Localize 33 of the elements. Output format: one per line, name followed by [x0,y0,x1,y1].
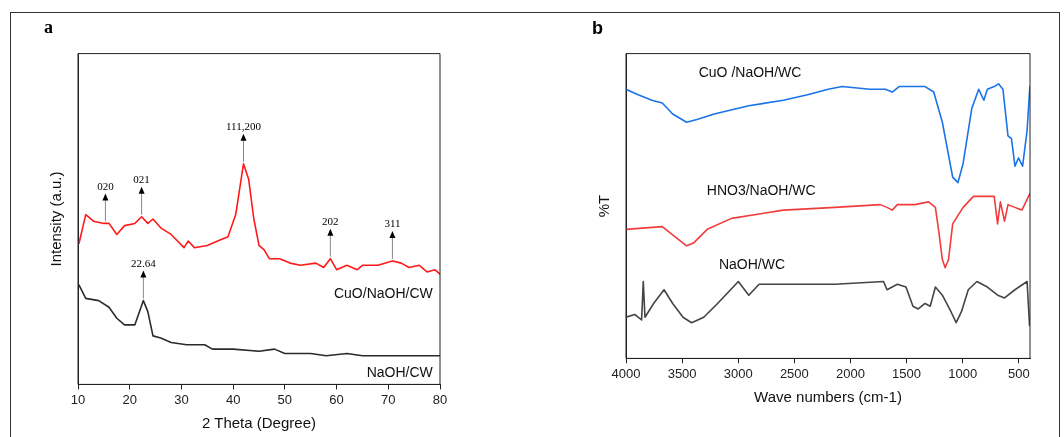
series-label: NaOH/CW [366,363,434,380]
x-tick-label: 80 [432,391,448,407]
chart-title: b [592,17,603,38]
x-tick-label: 10 [70,391,86,407]
annotation: 111,200 [226,120,262,133]
series-label: CuO/NaOH/CW [333,284,434,301]
x-tick-label: 30 [174,391,189,407]
annotation: 021 [133,173,150,186]
y-axis-title: %T [595,194,613,218]
x-tick-label: 4000 [611,365,641,381]
annotation: 22.64 [130,256,157,269]
series-label: HNO3/NaOH/WC [706,182,816,199]
y-axis-title: Intensity (a.u.) [47,171,65,267]
x-tick-label: 1000 [948,365,978,381]
annotation: 020 [97,179,115,192]
x-tick-label: 70 [381,391,396,407]
series-label: NaOH/WC [718,256,786,273]
x-tick-label: 2000 [835,365,865,381]
x-axis-title: 2 Theta (Degree) [202,414,316,432]
x-tick-label: 500 [1007,365,1030,381]
x-tick-label: 60 [329,391,344,407]
x-axis-title: Wave numbers (cm-1) [754,388,902,406]
x-tick-label: 50 [277,391,293,407]
annotation: 311 [384,217,401,230]
annotation: 202 [322,215,339,228]
x-tick-label: 3500 [667,365,697,381]
x-tick-label: 20 [122,391,137,407]
x-tick-label: 2500 [779,365,809,381]
x-tick-label: 1500 [892,365,922,381]
x-tick-label: 3000 [723,365,753,381]
chart-title: a [44,17,53,38]
x-tick-label: 40 [225,391,241,407]
series-label: CuO /NaOH/WC [698,64,802,81]
